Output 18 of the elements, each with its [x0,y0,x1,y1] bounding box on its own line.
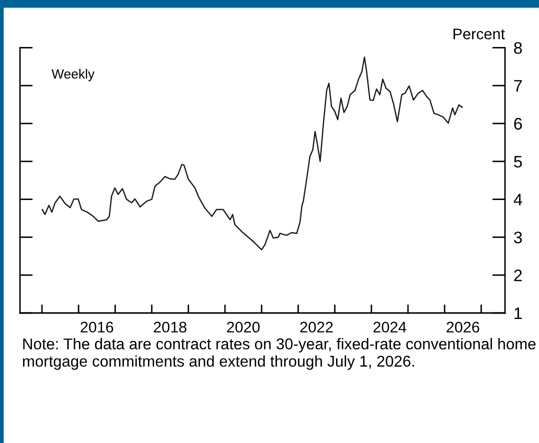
y-tick-label: 5 [514,156,522,168]
y-tick-label: 3 [514,232,522,244]
y-tick-label: 1 [514,308,522,320]
x-tick-label: 2024 [373,322,406,333]
annotation: Weekly [52,68,95,82]
y-axis-title: Percent [454,28,505,40]
y-tick-label: 2 [514,270,522,282]
x-tick-label: 2022 [300,322,333,333]
text: Note: The data are contract rates on 30-year, fixed-rate conventional home mortgage commitments and extend through July 1, 2026. [23,338,536,370]
line-series [42,56,463,250]
x-tick-label: 2020 [227,322,260,333]
y-tick-label: 6 [514,118,522,130]
y-tick-label: 7 [514,80,522,92]
x-tick-label: 2016 [80,322,114,333]
y-tick-label: 4 [514,194,522,206]
x-tick-label: 2026 [446,322,480,333]
y-tick-label: 8 [514,42,522,54]
x-tick-label: 2018 [154,322,186,333]
